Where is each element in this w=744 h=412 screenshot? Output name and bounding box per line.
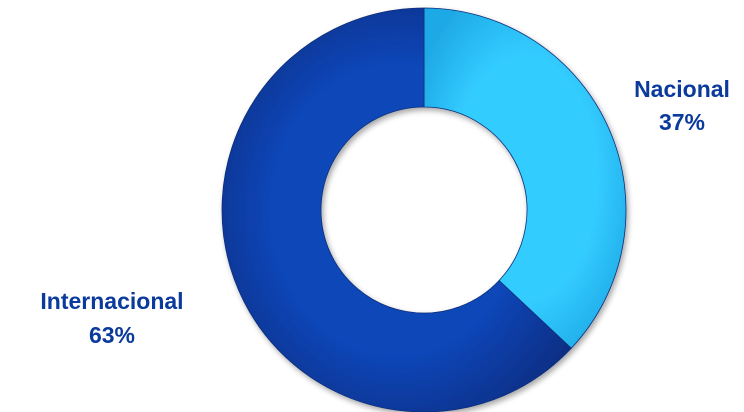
slice-label-internacional: Internacional xyxy=(40,288,183,314)
slice-label-nacional: Nacional xyxy=(634,76,730,102)
donut-slices xyxy=(221,7,627,412)
slice-internacional xyxy=(221,7,572,412)
slice-nacional xyxy=(423,7,627,349)
slice-value-internacional: 63% xyxy=(89,322,135,348)
slice-value-nacional: 37% xyxy=(659,109,705,135)
